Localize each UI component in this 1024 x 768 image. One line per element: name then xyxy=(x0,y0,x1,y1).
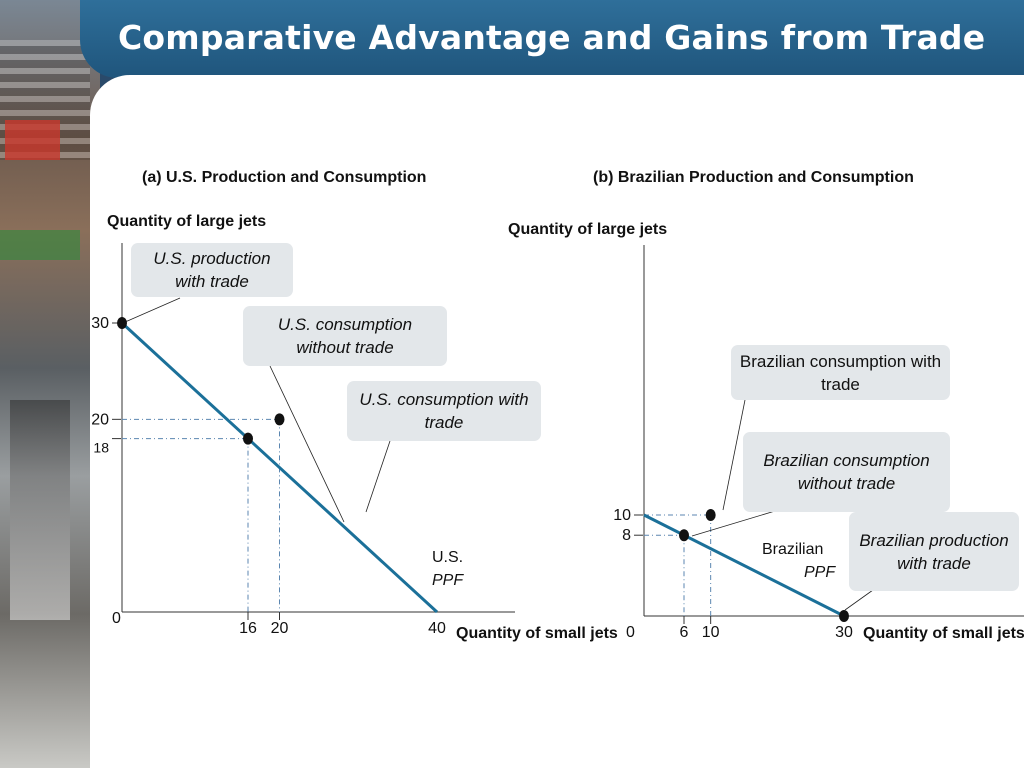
chart-b-y-tick-0: 8 xyxy=(622,527,631,544)
title-bar xyxy=(80,0,1024,78)
brazil-ppf-label-line2: PPF xyxy=(804,564,836,581)
brazil-ppf-label-line1: Brazilian xyxy=(762,541,824,558)
chart-b-ylabel: Quantity of large jets xyxy=(508,221,668,238)
chart-a-x-tick-2: 40 xyxy=(428,620,446,637)
chart-a-y-tick-1: 20 xyxy=(91,411,109,428)
chart-b-origin-label: 0 xyxy=(626,624,635,641)
chart-b-leader-line-0 xyxy=(722,399,746,511)
chart-a-origin-label: 0 xyxy=(112,610,121,627)
chart-b-point-0 xyxy=(705,509,716,521)
chart-b-title: (b) Brazilian Production and Consumption xyxy=(593,169,914,186)
callout-us-consumption-with-trade: U.S. consumption with trade xyxy=(347,381,541,441)
content-panel xyxy=(90,75,1024,768)
chart-b-xlabel: Quantity of small jets xyxy=(863,625,1024,642)
chart-a-point-0 xyxy=(117,317,127,329)
chart-a-ylabel: Quantity of large jets xyxy=(107,213,267,230)
chart-a-leader-line-2 xyxy=(365,440,391,513)
chart-b-y-tick-1: 10 xyxy=(613,507,631,524)
chart-a-leader-line-0 xyxy=(124,297,181,323)
chart-b-point-2 xyxy=(839,610,849,622)
chart-a-title: (a) U.S. Production and Consumption xyxy=(142,169,427,186)
callout-brazil-production-with-trade: Brazilian production with trade xyxy=(849,512,1019,591)
chart-b-x-tick-0: 6 xyxy=(680,624,689,641)
chart-a-ppf-line-0 xyxy=(120,321,439,614)
callout-us-consumption-without-trade: U.S. consumption without trade xyxy=(243,306,447,366)
chart-a-point-1 xyxy=(243,432,253,445)
chart-a-y-tick-2: 30 xyxy=(91,315,109,332)
callout-us-production-with-trade: U.S. production with trade xyxy=(131,243,293,297)
chart-a-xlabel: Quantity of small jets xyxy=(456,625,618,642)
chart-a-x-tick-0: 16 xyxy=(239,620,257,637)
chart-a-leader-line-1 xyxy=(269,365,345,523)
chart-b-leader-line-2 xyxy=(844,589,874,611)
background-street-photo xyxy=(0,0,100,768)
chart-b-x-tick-1: 10 xyxy=(702,624,720,641)
slide-title: Comparative Advantage and Gains from Tra… xyxy=(118,18,986,57)
chart-b-leader-line-1 xyxy=(691,510,776,537)
chart-b-x-tick-2: 30 xyxy=(835,624,853,641)
chart-b-point-1 xyxy=(679,529,689,542)
us-ppf-label-line1: U.S. xyxy=(432,549,464,566)
us-ppf-label-line2: PPF xyxy=(432,572,464,589)
chart-a-point-2 xyxy=(274,413,285,426)
chart-b-ppf-line-0 xyxy=(643,513,845,618)
chart-a-y-tick-0: 18 xyxy=(93,440,109,456)
callout-brazil-consumption-without-trade: Brazilian consumption without trade xyxy=(743,432,950,512)
chart-a-x-tick-1: 20 xyxy=(271,620,289,637)
callout-brazil-consumption-with-trade: Brazilian consumption with trade xyxy=(731,345,950,400)
